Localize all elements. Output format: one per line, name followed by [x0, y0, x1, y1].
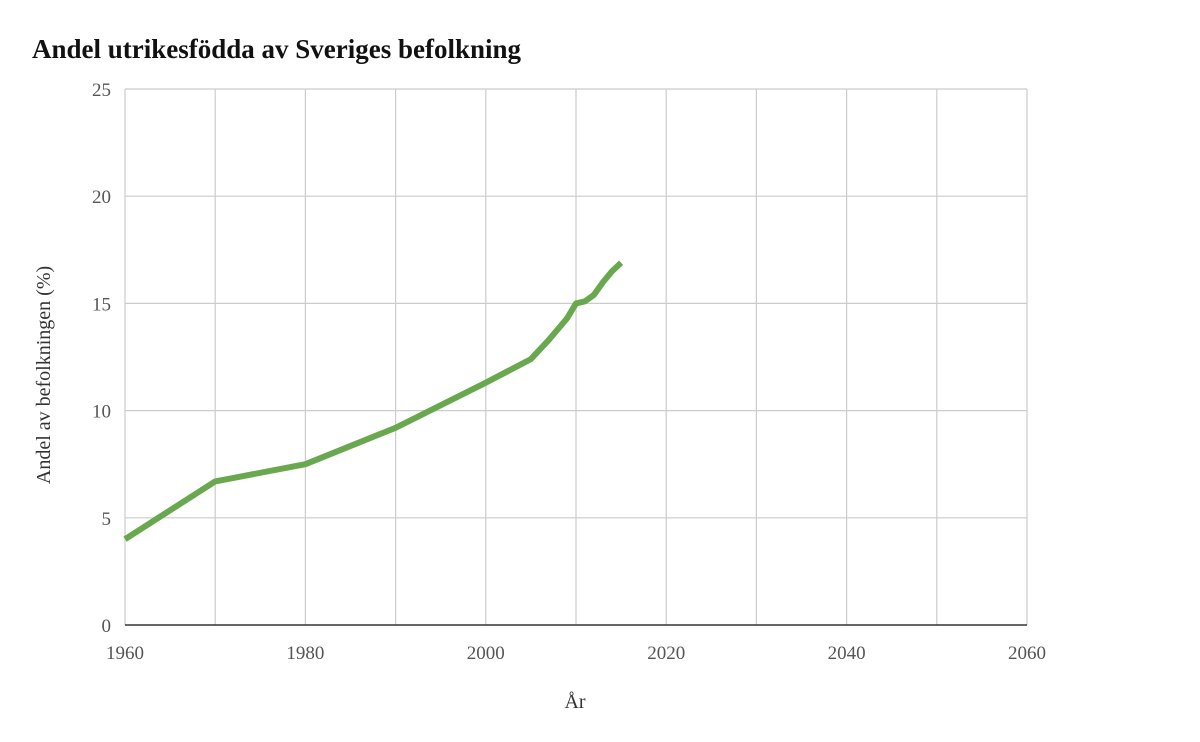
chart-title: Andel utrikesfödda av Sveriges befolknin… — [32, 34, 522, 64]
y-axis-label: Andel av befolkningen (%) — [33, 266, 55, 484]
x-tick-label: 1980 — [286, 643, 324, 664]
x-tick-label: 2020 — [647, 643, 685, 664]
x-tick-label: 2000 — [467, 643, 505, 664]
y-tick-label: 5 — [102, 509, 112, 530]
x-tick-label: 2060 — [1008, 643, 1046, 664]
series-line — [123, 260, 624, 542]
x-tick-label: 1960 — [106, 643, 144, 664]
series-layer — [123, 260, 624, 542]
y-tick-label: 15 — [92, 294, 111, 315]
y-tick-label: 20 — [92, 187, 111, 208]
grid — [124, 88, 1028, 625]
y-tick-label: 25 — [92, 80, 111, 101]
y-tick-label: 10 — [92, 402, 111, 423]
x-axis-label: År — [564, 691, 585, 713]
x-tick-label: 2040 — [828, 643, 866, 664]
tick-labels: 1960 1980 2000 2020 2040 2060 0 5 10 15 20 25 — [92, 80, 1046, 664]
y-tick-label: 0 — [102, 616, 112, 637]
